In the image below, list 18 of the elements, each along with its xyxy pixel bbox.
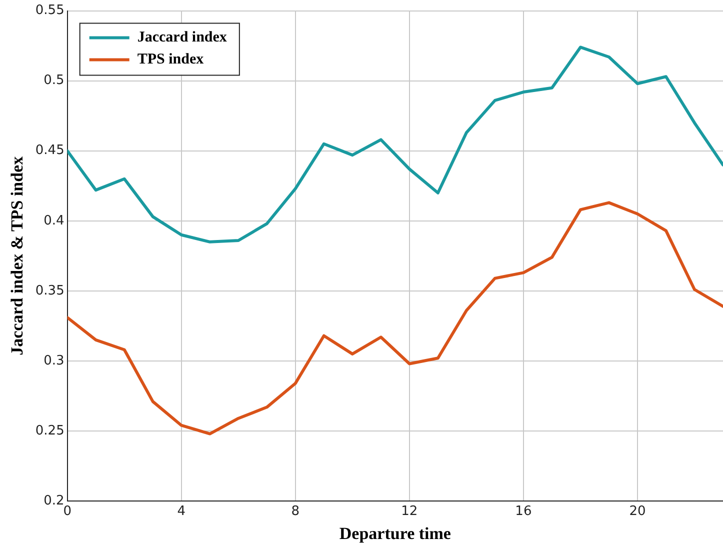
y-tick-label: 0.5 [44,73,64,88]
x-tick-label: 20 [629,504,646,520]
y-tick-label: 0.35 [35,283,64,298]
legend-label: Jaccard index [137,30,228,46]
y-tick-label: 0.3 [44,353,64,368]
x-tick-label: 16 [515,504,532,520]
y-tick-label: 0.4 [44,213,64,228]
y-tick-label: 0.55 [35,3,64,18]
y-tick-label: 0.2 [44,493,64,508]
x-axis-title: Departure time [339,524,452,544]
y-axis-title: Jaccard index & TPS index [8,156,27,356]
y-tick-label: 0.25 [35,423,64,438]
x-tick-label: 12 [401,504,418,520]
legend-label: TPS index [137,52,204,68]
x-tick-label: 0 [63,504,72,520]
x-tick-label: 8 [291,504,300,520]
y-tick-label: 0.45 [35,143,64,158]
x-tick-label: 4 [177,504,186,520]
